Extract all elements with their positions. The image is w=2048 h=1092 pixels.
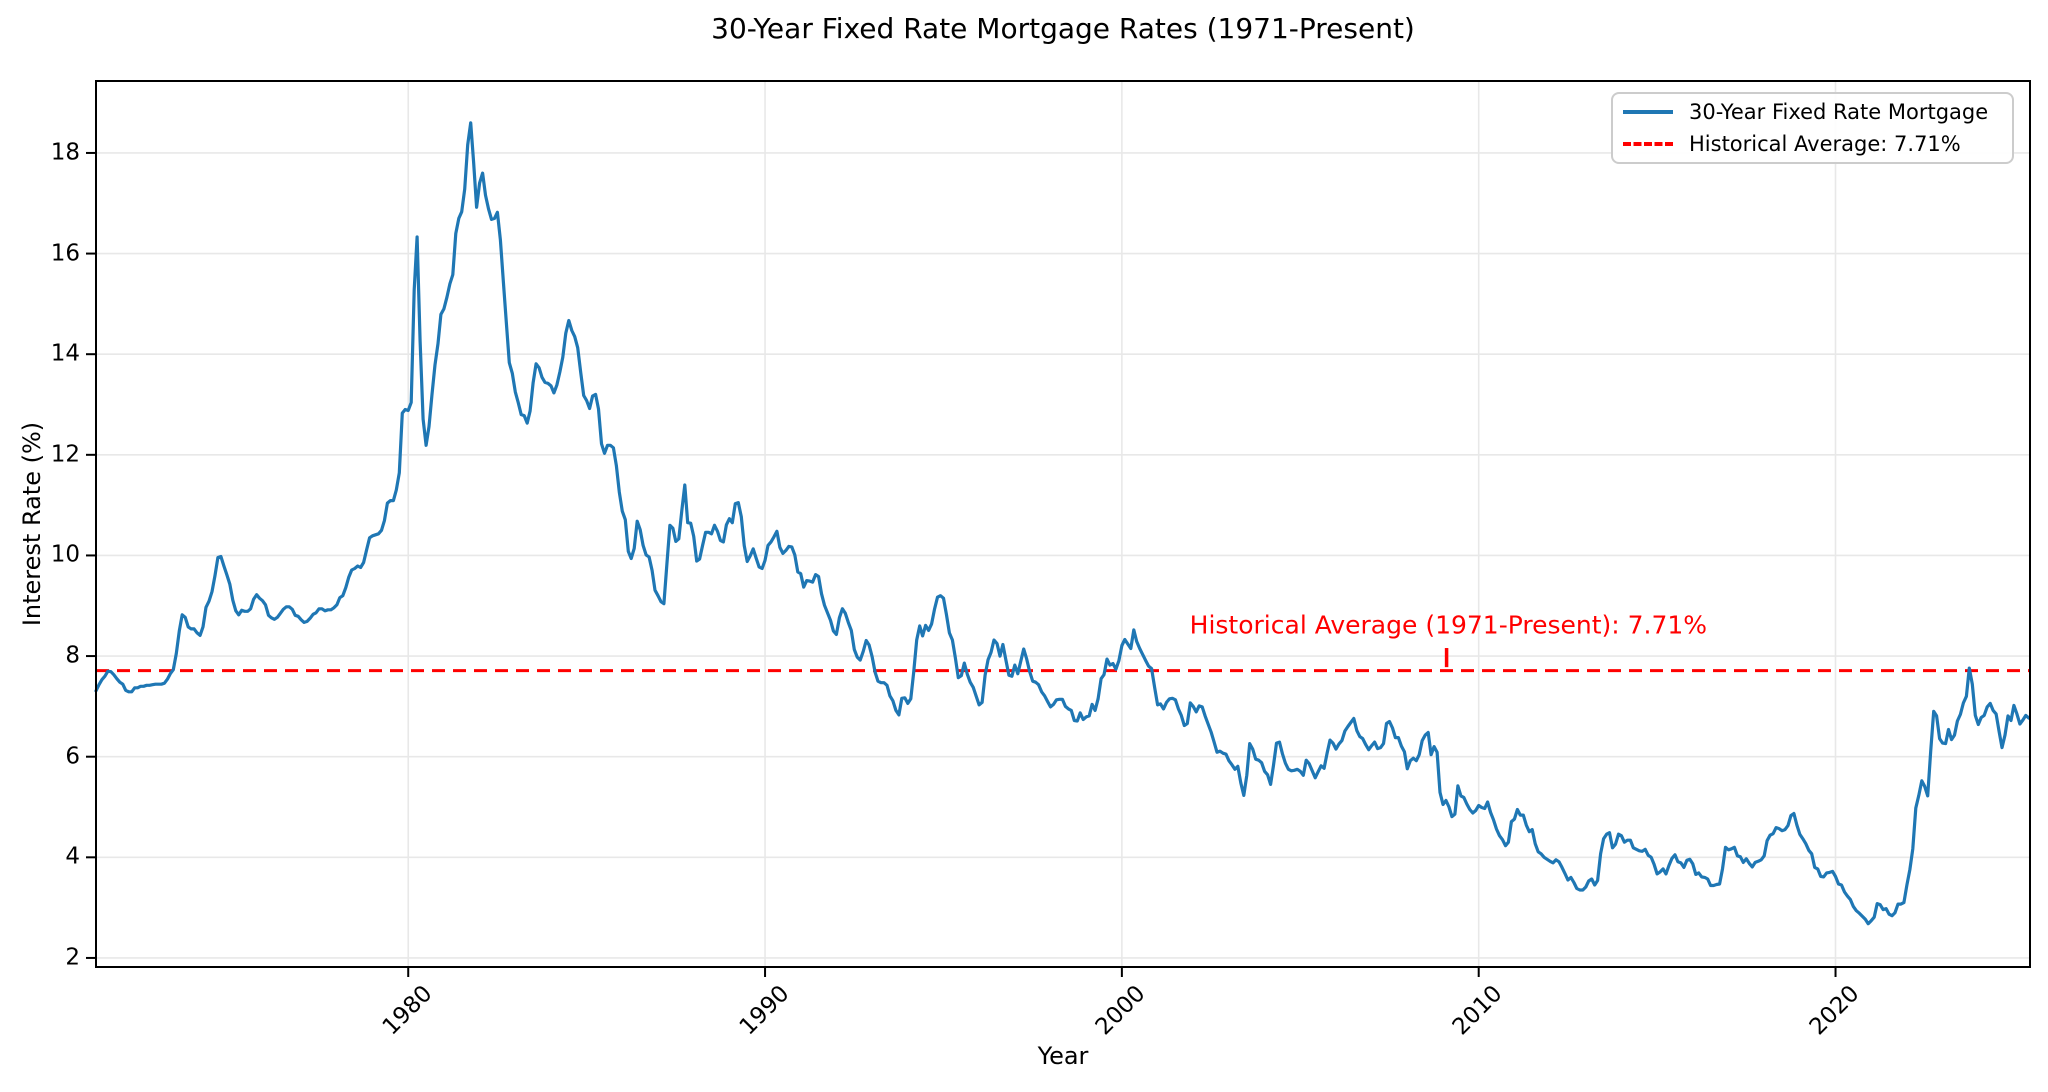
y-tick-label-18: 18 xyxy=(50,139,80,166)
y-tick-label-16: 16 xyxy=(50,240,80,267)
plot-border xyxy=(95,80,2031,968)
legend-label-mortgage: 30-Year Fixed Rate Mortgage xyxy=(1689,100,1989,124)
legend-item-average: Historical Average: 7.71% xyxy=(1613,132,2012,156)
y-tick-label-4: 4 xyxy=(65,843,80,870)
legend-label-average: Historical Average: 7.71% xyxy=(1689,132,1961,156)
legend-item-mortgage: 30-Year Fixed Rate Mortgage xyxy=(1613,100,2012,124)
y-tick-label-10: 10 xyxy=(50,541,80,568)
average-annotation-text: Historical Average (1971-Present): 7.71% xyxy=(1189,610,1708,640)
chart-title: 30-Year Fixed Rate Mortgage Rates (1971-… xyxy=(711,12,1415,45)
mortgage-rate-line xyxy=(94,121,2031,926)
y-tick-label-14: 14 xyxy=(50,340,80,367)
legend-box: 30-Year Fixed Rate Mortgage Historical A… xyxy=(1611,92,2014,164)
y-axis-label: Interest Rate (%) xyxy=(18,421,46,627)
legend-solid-line-sample xyxy=(1623,110,1673,114)
y-tick-label-2: 2 xyxy=(65,944,80,971)
legend-dashed-line-sample xyxy=(1623,142,1673,146)
y-tick-label-8: 8 xyxy=(65,642,80,669)
y-tick-label-12: 12 xyxy=(50,441,80,468)
y-tick-label-6: 6 xyxy=(65,743,80,770)
x-axis-label: Year xyxy=(1037,1042,1089,1070)
